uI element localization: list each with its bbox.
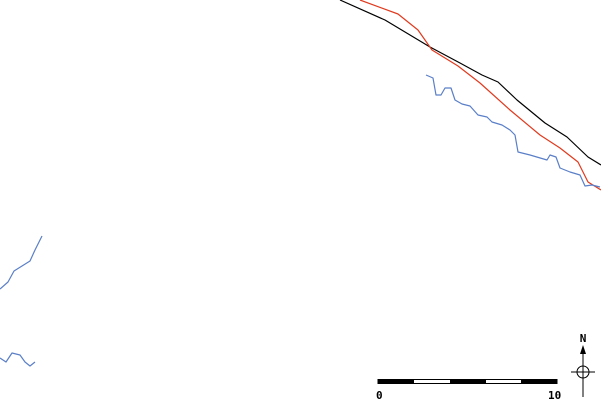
scale-bar-segment xyxy=(521,379,557,384)
north-arrowhead xyxy=(580,345,586,354)
scale-label: 10 xyxy=(548,389,561,401)
north-label: N xyxy=(580,332,587,345)
water-line xyxy=(0,352,36,367)
north-arrow: N xyxy=(571,332,595,397)
road-line xyxy=(339,0,601,166)
route-line xyxy=(359,0,601,191)
water-line xyxy=(425,74,601,188)
scale-bar: 0 10 xyxy=(376,379,561,401)
scale-bar-segment xyxy=(450,379,486,384)
scale-bar-segment xyxy=(378,379,414,384)
scale-label: 0 xyxy=(376,389,383,401)
water-line xyxy=(0,235,43,290)
north-circle xyxy=(576,365,590,379)
